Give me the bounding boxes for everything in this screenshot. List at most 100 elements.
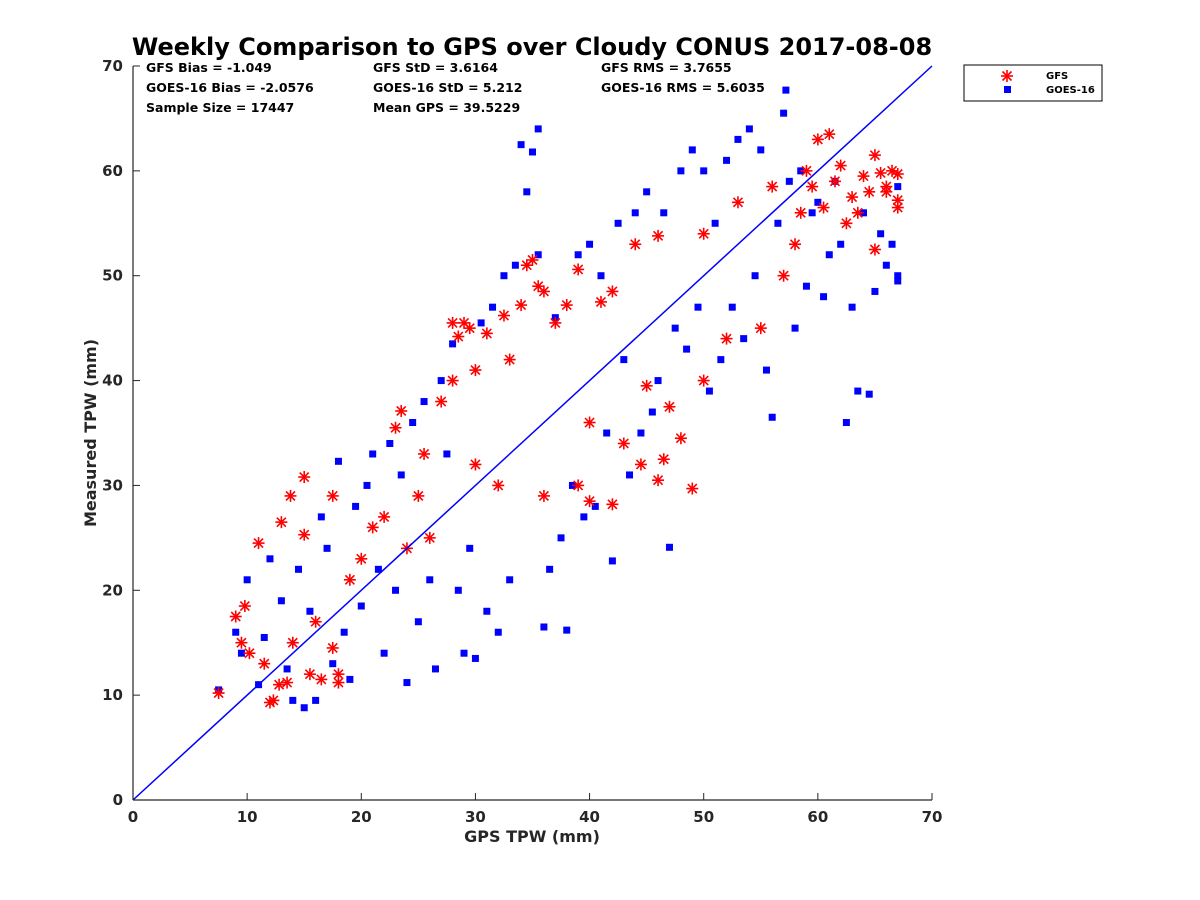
gfs-point <box>731 196 744 209</box>
gfs-point <box>446 374 459 387</box>
goes16-point <box>894 272 902 280</box>
gfs-point <box>720 332 733 345</box>
goes16-point <box>386 439 394 447</box>
goes16-point <box>877 230 885 238</box>
series-goes16-points <box>215 86 902 712</box>
gfs-point <box>423 531 436 544</box>
gfs-point <box>332 676 345 689</box>
goes16-point <box>329 660 337 668</box>
goes16-point <box>837 240 845 248</box>
goes16-point <box>825 251 833 259</box>
goes16-point <box>882 261 890 269</box>
gfs-point <box>378 510 391 523</box>
goes16-point <box>871 287 879 295</box>
goes16-point <box>363 481 371 489</box>
stat-mean-gps: Mean GPS = 39.5229 <box>373 100 520 115</box>
gfs-point <box>537 489 550 502</box>
goes16-point <box>443 450 451 458</box>
gfs-point <box>794 206 807 219</box>
gfs-point <box>880 185 893 198</box>
goes16-point <box>426 576 434 584</box>
gfs-point <box>868 243 881 256</box>
goes16-point <box>534 251 542 259</box>
goes16-point <box>374 565 382 573</box>
gfs-point <box>480 327 493 340</box>
goes16-point <box>500 272 508 280</box>
gfs-point <box>503 353 516 366</box>
gfs-point <box>777 269 790 282</box>
gfs-point <box>851 206 864 219</box>
gfs-point <box>766 180 779 193</box>
gfs-point <box>606 285 619 298</box>
goes16-point <box>437 377 445 385</box>
goes16-point <box>540 623 548 631</box>
gfs-point <box>652 474 665 487</box>
x-tick-label: 20 <box>351 808 372 826</box>
data-points <box>212 86 904 712</box>
goes16-point <box>894 183 902 191</box>
gfs-point <box>355 552 368 565</box>
goes16-point <box>608 557 616 565</box>
stat-goes16-rms: GOES-16 RMS = 5.6035 <box>601 80 765 95</box>
goes16-point <box>848 303 856 311</box>
gfs-point <box>343 573 356 586</box>
goes16-point <box>782 86 790 94</box>
goes16-point <box>745 125 753 133</box>
gfs-point <box>286 636 299 649</box>
gfs-point <box>281 676 294 689</box>
goes16-point <box>677 167 685 175</box>
goes16-point <box>614 219 622 227</box>
goes16-point <box>392 586 400 594</box>
goes16-point <box>768 413 776 421</box>
goes16-point <box>723 156 731 164</box>
gfs-point <box>366 521 379 534</box>
gfs-point <box>560 299 573 312</box>
goes16-point <box>774 219 782 227</box>
goes16-point <box>802 282 810 290</box>
x-tick-label: 0 <box>128 808 138 826</box>
y-axis-ticks: 0 10 20 30 40 50 60 70 <box>102 57 140 809</box>
gfs-point <box>452 330 465 343</box>
goes16-point <box>620 356 628 364</box>
gfs-point <box>840 217 853 230</box>
gfs-point <box>823 128 836 141</box>
goes16-point <box>734 135 742 143</box>
goes16-point <box>340 628 348 636</box>
y-tick-label: 10 <box>102 686 123 704</box>
goes16-point <box>631 209 639 217</box>
goes16-point <box>277 597 285 605</box>
gfs-point <box>834 159 847 172</box>
goes16-point <box>431 665 439 673</box>
x-tick-label: 50 <box>693 808 714 826</box>
gfs-point <box>891 201 904 214</box>
gfs-point <box>212 687 225 700</box>
goes16-point <box>380 649 388 657</box>
gfs-point <box>572 479 585 492</box>
stat-gfs-bias: GFS Bias = -1.049 <box>146 60 272 75</box>
gfs-point <box>817 201 830 214</box>
series-gfs-points <box>212 128 904 709</box>
stat-goes16-std: GOES-16 StD = 5.212 <box>373 80 522 95</box>
gfs-point <box>800 164 813 177</box>
gfs-point <box>389 421 402 434</box>
gfs-point <box>617 437 630 450</box>
gfs-point <box>497 309 510 322</box>
gfs-point <box>640 379 653 392</box>
gfs-point <box>435 395 448 408</box>
goes16-point <box>888 240 896 248</box>
gfs-point <box>446 316 459 329</box>
goes16-point <box>352 502 360 510</box>
legend-goes16-marker <box>1004 86 1011 93</box>
goes16-point <box>334 457 342 465</box>
gfs-point <box>789 238 802 251</box>
goes16-point <box>574 251 582 259</box>
x-tick-label: 40 <box>579 808 600 826</box>
goes16-point <box>511 261 519 269</box>
gfs-point <box>298 471 311 484</box>
goes16-point <box>683 345 691 353</box>
gfs-point <box>267 694 280 707</box>
stat-gfs-std: GFS StD = 3.6164 <box>373 60 498 75</box>
goes16-point <box>694 303 702 311</box>
goes16-point <box>854 387 862 395</box>
gfs-point <box>594 295 607 308</box>
